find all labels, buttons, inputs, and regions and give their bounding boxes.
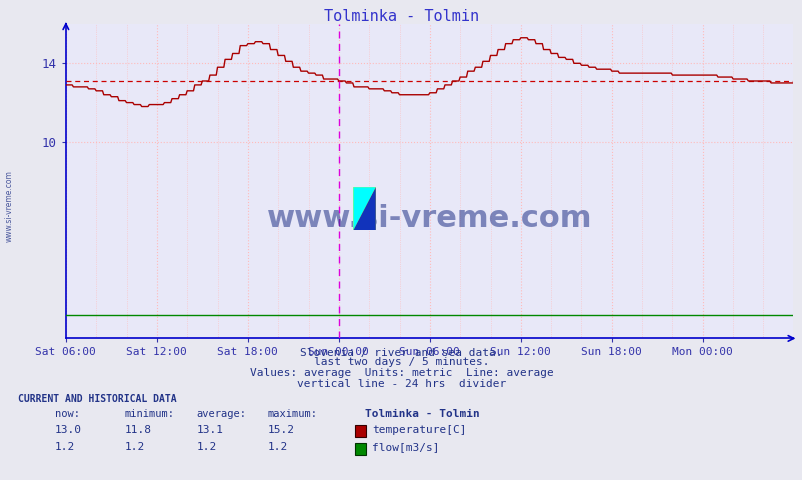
Text: 1.2: 1.2: [267, 443, 287, 452]
Text: 15.2: 15.2: [267, 425, 294, 434]
Text: flow[m3/s]: flow[m3/s]: [371, 443, 439, 452]
Text: minimum:: minimum:: [124, 409, 174, 419]
Text: vertical line - 24 hrs  divider: vertical line - 24 hrs divider: [297, 379, 505, 389]
Text: CURRENT AND HISTORICAL DATA: CURRENT AND HISTORICAL DATA: [18, 395, 176, 404]
Text: last two days / 5 minutes.: last two days / 5 minutes.: [314, 358, 488, 367]
Polygon shape: [353, 187, 375, 230]
Polygon shape: [353, 187, 375, 230]
Text: www.si-vreme.com: www.si-vreme.com: [5, 170, 14, 242]
Text: now:: now:: [55, 409, 79, 419]
Text: average:: average:: [196, 409, 246, 419]
Text: 13.1: 13.1: [196, 425, 224, 434]
Text: 1.2: 1.2: [124, 443, 144, 452]
Text: Slovenia / river and sea data.: Slovenia / river and sea data.: [300, 348, 502, 358]
Text: 1.2: 1.2: [196, 443, 217, 452]
Text: Values: average  Units: metric  Line: average: Values: average Units: metric Line: aver…: [249, 369, 553, 378]
Text: temperature[C]: temperature[C]: [371, 425, 466, 434]
Polygon shape: [353, 187, 375, 230]
Text: 13.0: 13.0: [55, 425, 82, 434]
Text: 11.8: 11.8: [124, 425, 152, 434]
Text: 1.2: 1.2: [55, 443, 75, 452]
Text: Tolminka - Tolmin: Tolminka - Tolmin: [323, 9, 479, 24]
Text: www.si-vreme.com: www.si-vreme.com: [266, 204, 591, 233]
Text: maximum:: maximum:: [267, 409, 317, 419]
Text: Tolminka - Tolmin: Tolminka - Tolmin: [365, 409, 480, 419]
